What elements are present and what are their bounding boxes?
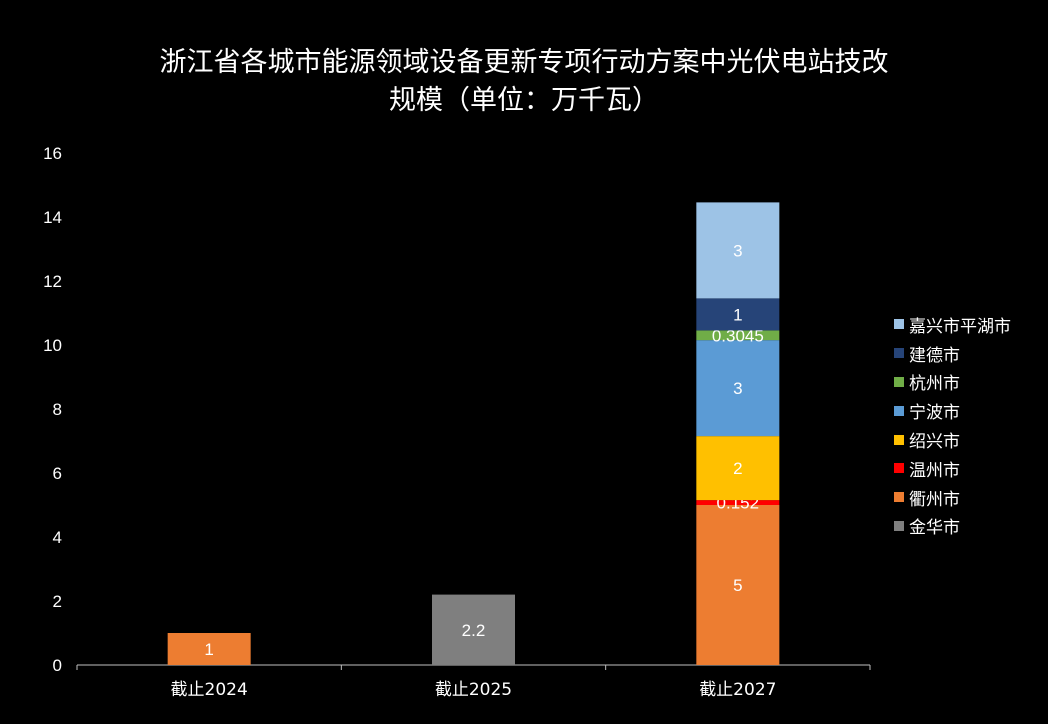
data-label: 5 — [733, 576, 742, 595]
legend-swatch — [894, 376, 904, 387]
data-label: 3 — [733, 241, 742, 260]
data-label: 0.3045 — [712, 326, 764, 345]
y-tick-label: 2 — [53, 592, 62, 611]
legend-label: 绍兴市 — [909, 432, 960, 453]
y-tick-label: 8 — [53, 400, 62, 419]
legend-label: 衢州市 — [909, 489, 960, 510]
bar-segment — [696, 340, 780, 437]
y-tick-label: 16 — [43, 144, 62, 163]
y-tick-label: 14 — [43, 208, 62, 227]
bar-segment — [696, 330, 780, 341]
legend: 嘉兴市平湖市 建德市杭州市宁波市绍兴市温州市衢州市金华市 — [894, 310, 1011, 540]
data-label: 1 — [733, 305, 742, 324]
legend-label: 杭州市 — [909, 374, 960, 395]
data-label: 1 — [204, 640, 213, 659]
y-tick-label: 0 — [53, 656, 62, 675]
legend-item: 宁波市 — [894, 396, 1011, 425]
legend-label: 温州市 — [909, 460, 960, 481]
bar-segment — [167, 633, 251, 665]
bar-segment — [696, 500, 780, 505]
bar-segment — [432, 594, 515, 665]
legend-swatch — [894, 520, 904, 531]
x-tick-label: 截止2025 — [435, 680, 512, 700]
data-label: 2.2 — [462, 621, 486, 640]
bar-segment — [696, 298, 780, 331]
legend-item: 温州市 — [894, 454, 1011, 483]
data-label: 2 — [733, 459, 742, 478]
legend-swatch — [894, 348, 904, 359]
legend-label: 宁波市 — [909, 403, 960, 424]
data-label: 3 — [733, 379, 742, 398]
legend-label: 建德市 — [909, 345, 960, 366]
legend-label: 嘉兴市平湖市 — [909, 316, 1011, 337]
legend-item: 嘉兴市平湖市 — [894, 310, 1011, 339]
x-tick-label: 截止2027 — [699, 680, 776, 700]
legend-item: 绍兴市 — [894, 425, 1011, 454]
chart-title: 浙江省各城市能源领域设备更新专项行动方案中光伏电站技改 规模（单位：万千瓦） — [0, 44, 1048, 120]
y-tick-label: 10 — [43, 336, 62, 355]
chart-title-line-2: 规模（单位：万千瓦） — [389, 85, 659, 116]
y-tick-label: 6 — [53, 464, 62, 483]
x-tick-label: 截止2024 — [171, 680, 248, 700]
y-tick-label: 4 — [53, 528, 62, 547]
legend-swatch — [894, 434, 904, 445]
legend-swatch — [894, 405, 904, 416]
chart-title-line-1: 浙江省各城市能源领域设备更新专项行动方案中光伏电站技改 — [159, 47, 889, 78]
legend-item: 衢州市 — [894, 483, 1011, 512]
bar-segment — [696, 505, 780, 665]
legend-swatch — [894, 319, 904, 330]
legend-swatch — [894, 463, 904, 474]
legend-label: 金华市 — [909, 518, 960, 539]
legend-swatch — [894, 492, 904, 503]
bar-segment — [696, 202, 780, 299]
legend-item: 杭州市 — [894, 368, 1011, 397]
y-tick-label: 12 — [43, 272, 62, 291]
legend-item: 金华市 — [894, 512, 1011, 541]
legend-item: 建德市 — [894, 339, 1011, 368]
bar-segment — [696, 436, 780, 501]
